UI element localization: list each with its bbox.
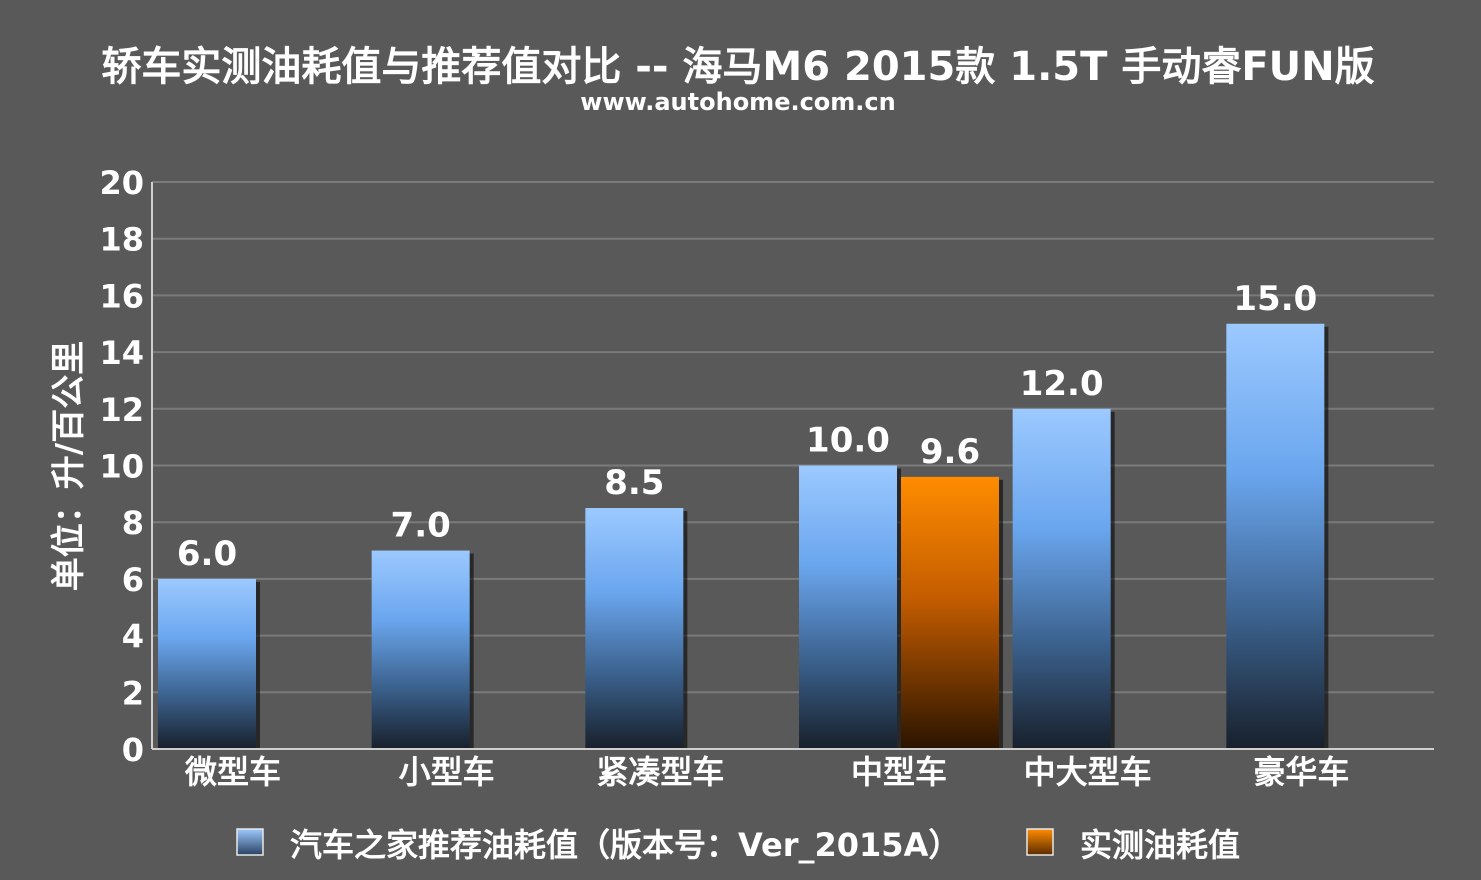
value-label: 6.0 [177, 534, 237, 574]
value-label: 9.6 [920, 432, 980, 472]
legend-swatch-recommended [236, 828, 264, 856]
value-labels: 6.0 7.0 8.5 10.0 9.6 12.0 15.0 [177, 279, 1317, 574]
y-tick-label: 10 [99, 448, 144, 486]
y-tick-label: 2 [122, 674, 144, 712]
y-tick-label: 12 [99, 391, 144, 429]
value-label: 15.0 [1233, 279, 1317, 319]
legend-swatch-measured [1026, 828, 1054, 856]
value-label: 8.5 [604, 463, 664, 503]
y-tick-label: 14 [99, 334, 144, 372]
value-label: 10.0 [806, 421, 890, 461]
bars [158, 323, 1329, 749]
y-tick-label: 0 [122, 731, 144, 769]
bar-recommended [799, 465, 897, 749]
y-tick-label: 16 [99, 277, 144, 315]
chart-title: 轿车实测油耗值与推荐值对比 -- 海马M6 2015款 1.5T 手动睿FUN版 [101, 44, 1374, 90]
category-label: 微型车 [184, 753, 281, 791]
bar-recommended [585, 508, 684, 749]
chart-subtitle: www.autohome.com.cn [580, 88, 895, 116]
legend-label-recommended: 汽车之家推荐油耗值（版本号：Ver_2015A） [290, 826, 960, 864]
value-label: 12.0 [1020, 364, 1104, 404]
category-label: 豪华车 [1253, 753, 1349, 791]
bar-recommended [158, 578, 256, 749]
y-axis-label: 单位：升/百公里 [49, 341, 89, 591]
y-tick-label: 4 [122, 618, 144, 656]
bar-recommended [1012, 408, 1111, 749]
category-label: 小型车 [399, 753, 495, 791]
bar-measured [901, 476, 999, 749]
y-tick-label: 20 [99, 164, 144, 202]
category-labels: 微型车 小型车 紧凑型车 中型车 中大型车 豪华车 [184, 753, 1349, 791]
legend: 汽车之家推荐油耗值（版本号：Ver_2015A） 实测油耗值 [236, 826, 1240, 864]
bar-recommended [371, 550, 470, 749]
y-tick-label: 8 [122, 504, 144, 542]
y-tick-label: 18 [99, 221, 144, 259]
category-label: 中型车 [851, 753, 947, 791]
category-label: 中大型车 [1024, 753, 1152, 791]
value-label: 7.0 [391, 506, 451, 546]
bar-recommended [1226, 323, 1325, 749]
gridlines [152, 181, 1434, 694]
y-tick-label: 6 [122, 561, 144, 599]
legend-label-measured: 实测油耗值 [1080, 826, 1240, 864]
category-label: 紧凑型车 [596, 753, 724, 791]
y-tick-labels: 0 2 4 6 8 10 12 14 16 18 20 [99, 164, 144, 769]
